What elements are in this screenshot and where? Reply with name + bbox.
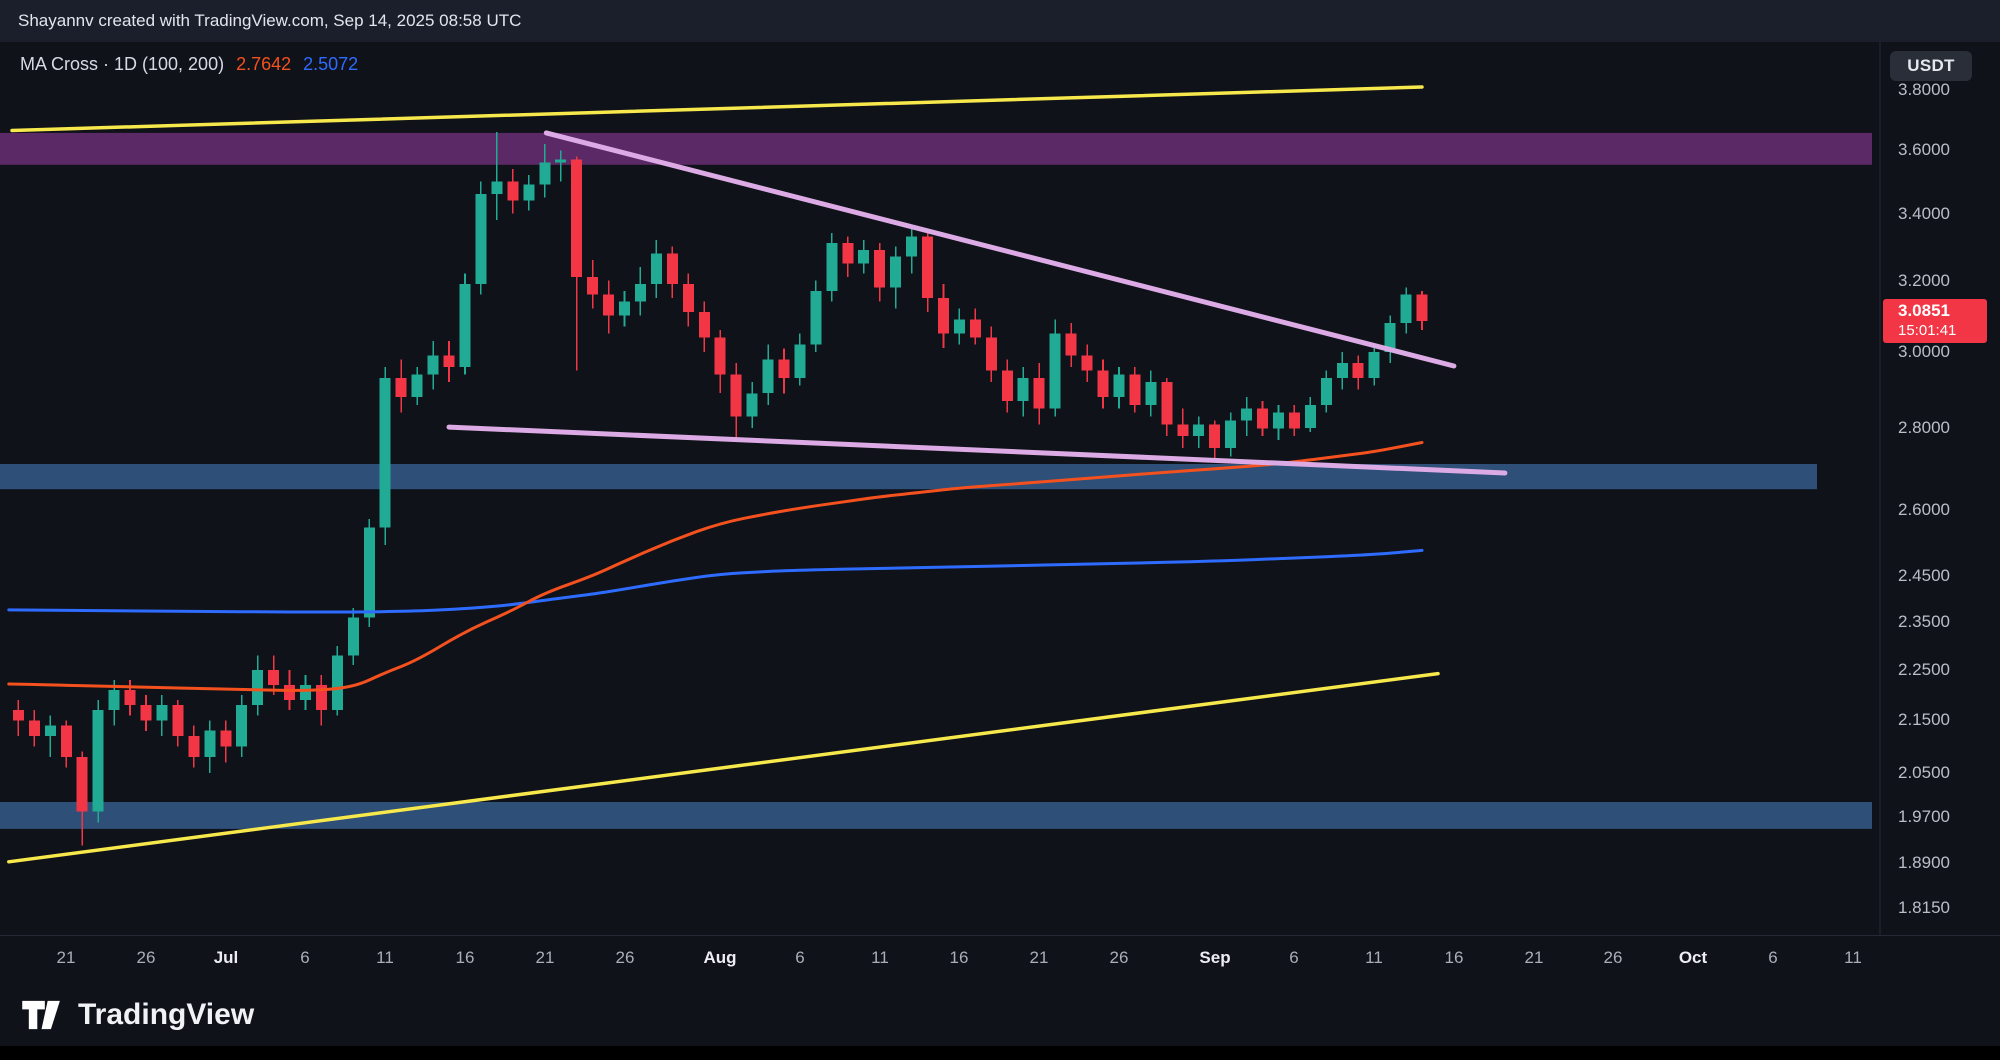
time-tick-month-label: Sep [1199, 948, 1231, 967]
price-chart[interactable] [0, 42, 2000, 935]
currency-toggle-button[interactable]: USDT [1890, 51, 1972, 81]
chart-area: MA Cross · 1D (100, 200) 2.7642 2.5072 U… [0, 42, 2000, 935]
ma-200-line [7, 548, 1424, 614]
trendlines-below[interactable] [7, 85, 1440, 864]
price-tick-label: 2.0500 [1898, 763, 1950, 782]
support-zone-blue-upper[interactable] [0, 464, 1817, 490]
time-tick-day-label: 16 [1444, 948, 1464, 967]
time-tick-day-label: 21 [56, 948, 76, 967]
upper-channel-yellow[interactable] [10, 85, 1424, 133]
price-tick-label: 3.2000 [1898, 271, 1950, 290]
triangle-lower-pink[interactable] [446, 424, 1508, 476]
time-tick-day-label: 11 [1365, 948, 1383, 967]
time-tick-day-label: 11 [871, 948, 889, 967]
time-tick-day-label: 26 [1603, 948, 1623, 967]
time-tick-day-label: 21 [535, 948, 555, 967]
time-tick-day-label: 26 [136, 948, 156, 967]
moving-averages [7, 441, 1424, 692]
time-tick-day-label: 11 [376, 948, 394, 967]
trendlines-above[interactable] [446, 130, 1508, 476]
time-tick-day-label: 21 [1029, 948, 1049, 967]
bottom-strip [0, 1046, 2000, 1060]
price-tick-label: 3.8000 [1898, 80, 1950, 99]
footer-brand[interactable]: TradingView [78, 997, 255, 1031]
time-tick-day-label: 16 [949, 948, 969, 967]
attribution-text: Shayannv created with TradingView.com, S… [18, 11, 522, 30]
candlesticks [12, 132, 1428, 846]
footer-bar: TradingView [0, 983, 2000, 1046]
attribution-bar: Shayannv created with TradingView.com, S… [0, 0, 2000, 42]
ma100-value: 2.7642 [236, 54, 292, 74]
last-price-badge: 3.0851 15:01:41 [1883, 299, 1987, 343]
time-tick-day-label: 26 [1109, 948, 1129, 967]
price-tick-label: 2.8000 [1898, 418, 1950, 437]
time-tick-day-label: 21 [1524, 948, 1544, 967]
price-tick-label: 1.8150 [1898, 898, 1950, 917]
price-tick-label: 2.4500 [1898, 566, 1950, 585]
indicator-title: MA Cross · 1D (100, 200) [20, 54, 225, 74]
price-tick-label: 1.8900 [1898, 853, 1950, 872]
price-tick-label: 1.9700 [1898, 807, 1950, 826]
resistance-zone-purple[interactable] [0, 132, 1872, 165]
price-tick-label: 2.1500 [1898, 710, 1950, 729]
time-tick-month-label: Oct [1678, 948, 1708, 967]
last-price-value: 3.0851 [1898, 301, 1950, 320]
time-tick-day-label: 6 [795, 948, 805, 967]
price-tick-label: 3.4000 [1898, 204, 1950, 223]
price-tick-label: 2.6000 [1898, 500, 1950, 519]
support-zone-blue-lower[interactable] [0, 802, 1872, 829]
time-tick-day-label: 6 [1768, 948, 1778, 967]
triangle-upper-pink[interactable] [543, 130, 1457, 369]
support-resistance-zones[interactable] [0, 132, 1872, 829]
bar-close-countdown: 15:01:41 [1898, 322, 1957, 339]
time-tick-day-label: 26 [615, 948, 635, 967]
price-tick-label: 2.3500 [1898, 612, 1950, 631]
time-axis[interactable]: 21 26 Jul 6 11 16 21 26 Aug 6 11 16 21 26 Sep 6 11 16 21 26… [0, 935, 2000, 983]
price-tick-label: 2.2500 [1898, 660, 1950, 679]
time-tick-day-label: 16 [455, 948, 475, 967]
ma-100-line [7, 441, 1424, 692]
price-tick-label: 3.6000 [1898, 140, 1950, 159]
lower-channel-yellow[interactable] [7, 671, 1440, 864]
time-tick-day-label: 6 [300, 948, 310, 967]
price-tick-label: 3.0000 [1898, 342, 1950, 361]
time-tick-month-label: Jul [213, 948, 239, 967]
indicator-legend[interactable]: MA Cross · 1D (100, 200) 2.7642 2.5072 [20, 54, 358, 75]
price-axis[interactable]: 3.8000 3.6000 3.4000 3.2000 3.0000 2.8000 2.60… [0, 42, 2000, 935]
ma200-value: 2.5072 [303, 54, 359, 74]
tradingview-logo-icon[interactable] [20, 999, 64, 1031]
time-tick-month-label: Aug [703, 948, 737, 967]
time-tick-day-label: 11 [1844, 948, 1862, 967]
time-tick-day-label: 6 [1289, 948, 1299, 967]
